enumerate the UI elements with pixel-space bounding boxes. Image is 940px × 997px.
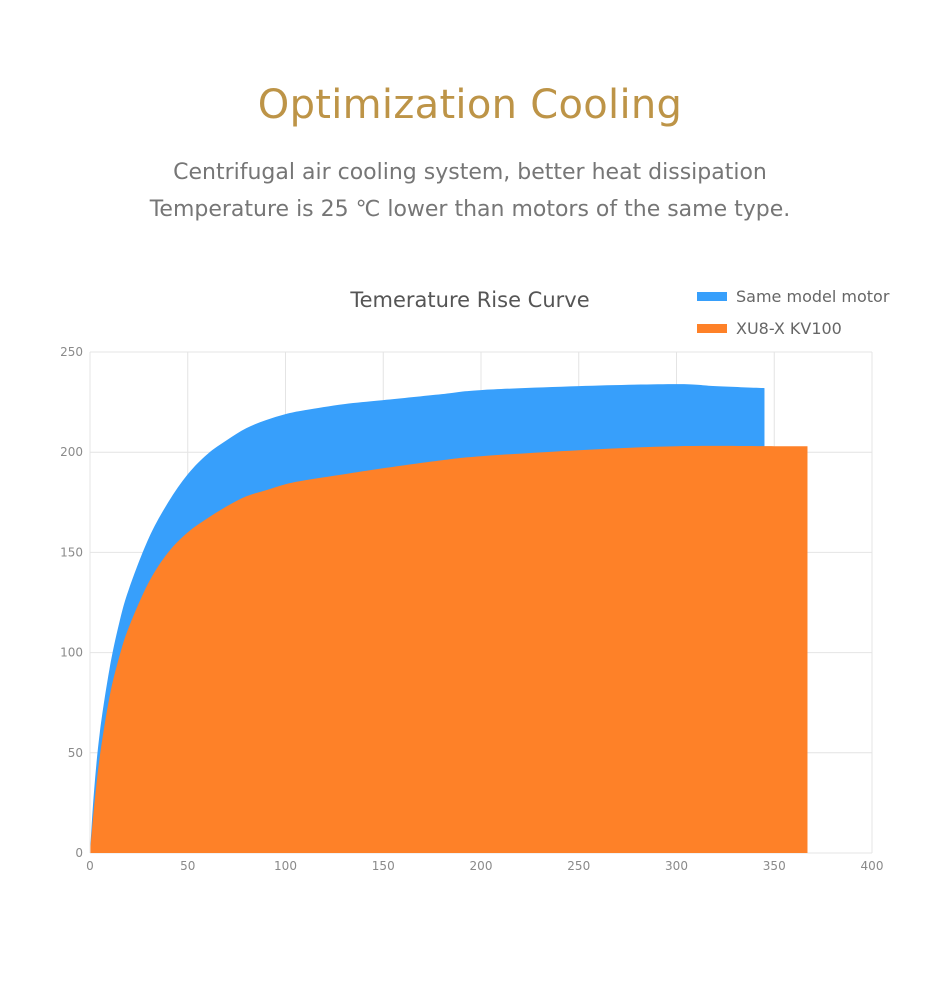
x-tick-label: 0 xyxy=(86,859,94,873)
y-tick-label: 100 xyxy=(60,646,83,660)
legend-swatch-xu8-x-kv100 xyxy=(697,324,727,333)
x-tick-label: 200 xyxy=(470,859,493,873)
legend-label-xu8-x-kv100: XU8-X KV100 xyxy=(736,319,842,338)
chart-title: Temerature Rise Curve xyxy=(349,288,589,312)
x-tick-label: 250 xyxy=(567,859,590,873)
y-tick-label: 50 xyxy=(68,746,83,760)
x-tick-label: 150 xyxy=(372,859,395,873)
x-tick-label: 350 xyxy=(763,859,786,873)
subtitle-line-2: Temperature is 25 ℃ lower than motors of… xyxy=(149,197,791,222)
page-title: Optimization Cooling xyxy=(257,82,683,128)
subtitle-line-1: Centrifugal air cooling system, better h… xyxy=(173,160,767,185)
x-tick-label: 300 xyxy=(665,859,688,873)
y-tick-label: 0 xyxy=(75,846,83,860)
y-tick-label: 250 xyxy=(60,345,83,359)
x-tick-label: 400 xyxy=(861,859,884,873)
legend-swatch-same-model-motor xyxy=(697,292,727,301)
chart-legend: Same model motor XU8-X KV100 xyxy=(697,287,890,338)
series-area-xu8-x-kv100 xyxy=(90,445,808,853)
chart-series xyxy=(90,384,808,853)
legend-label-same-model-motor: Same model motor xyxy=(736,287,890,306)
chart-axes: 0 50 100 150 200 250 300 350 400 0 50 100 150 200 250 xyxy=(60,345,883,873)
y-tick-label: 150 xyxy=(60,545,83,559)
x-tick-label: 50 xyxy=(180,859,195,873)
y-tick-label: 200 xyxy=(60,445,83,459)
x-tick-label: 100 xyxy=(274,859,297,873)
